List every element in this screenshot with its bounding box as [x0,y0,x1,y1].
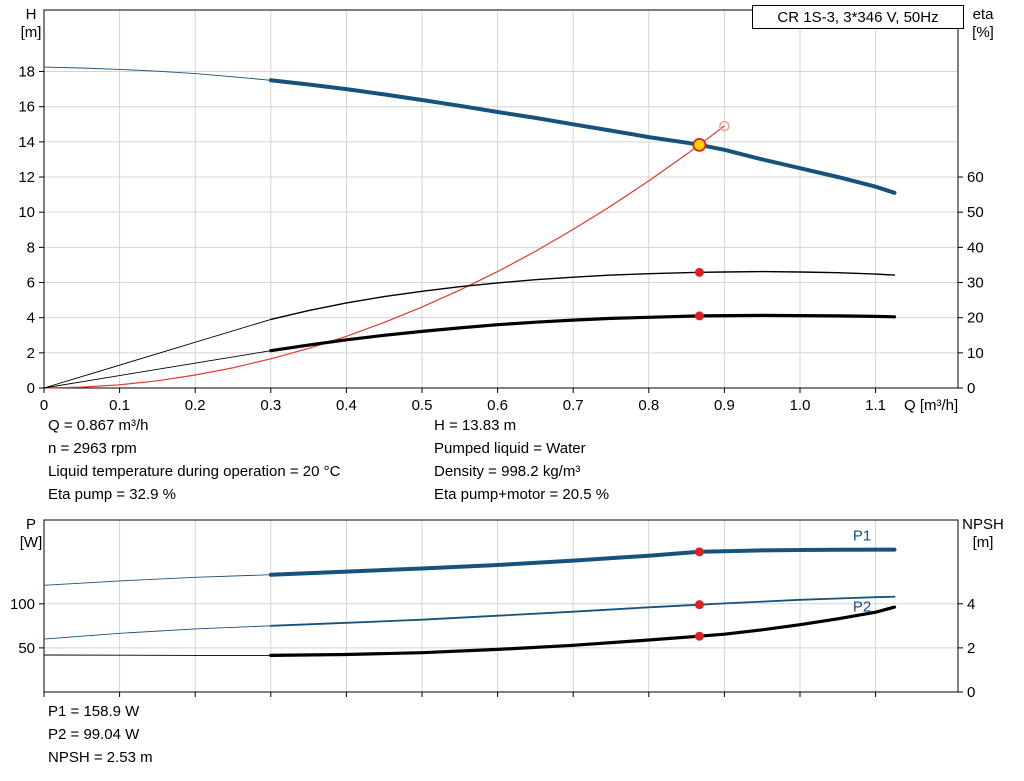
x-tick-label: 0.8 [638,397,659,414]
x-axis-title: Q [m³/h] [904,397,958,414]
y-left-tick-label: 100 [10,596,35,613]
duty-flow-text: Q = 0.867 m³/h [48,417,149,434]
pump-model-title: CR 1S-3, 3*346 V, 50Hz [752,5,964,29]
x-tick-label: 0 [40,397,48,414]
curve-label-p2: P2 [853,599,871,616]
x-tick-label: 0.5 [412,397,433,414]
p1-curve [268,547,897,577]
eta-pump-motor-curve-lead [43,350,271,389]
x-tick-label: 0.6 [487,397,508,414]
density-text: Density = 998.2 kg/m³ [434,463,581,480]
npsh-value-text: NPSH = 2.53 m [48,749,153,766]
system-curve [43,125,725,389]
y-left-tick-label: 14 [18,134,35,151]
x-tick-label: 0.7 [563,397,584,414]
y-right-tick-label: 30 [967,275,984,292]
y-right-axis-title: [%] [972,24,994,41]
eta-pump-motor-text: Eta pump+motor = 20.5 % [434,486,610,503]
eta-pump-duty-dot [694,267,704,277]
y-right-axis-title: eta [973,6,995,23]
eta-pump-curve [270,270,896,321]
qh-curve-lead [43,66,271,81]
duty-point [692,137,707,152]
y-left-tick-label: 10 [18,204,35,221]
y-left-tick-label: 4 [27,310,35,327]
x-tick-label: 1.0 [790,397,811,414]
x-tick-label: 0.3 [260,397,281,414]
y-left-tick-label: 8 [27,239,35,256]
y-right-tick-label: 50 [967,204,984,221]
x-tick-label: 0.1 [109,397,130,414]
y-right-tick-label: 2 [967,640,975,657]
y-right-tick-label: 0 [967,684,975,701]
eta-pump-text: Eta pump = 32.9 % [48,486,176,503]
plot-frame [43,9,959,389]
x-tick-label: 1.1 [865,397,886,414]
eta-pump-motor-curve [269,313,897,353]
p2-curve [269,595,896,627]
y-right-tick-label: 20 [967,310,984,327]
p2-duty-dot [694,600,704,610]
y-left-axis-title: H [26,6,37,23]
curve-label-p1: P1 [853,527,871,544]
x-tick-label: 0.9 [714,397,735,414]
speed-text: n = 2963 rpm [48,440,137,457]
y-left-axis-title: [m] [21,24,42,41]
y-left-tick-label: 50 [18,640,35,657]
y-left-tick-label: 18 [18,64,35,81]
x-tick-label: 0.4 [336,397,357,414]
liquid-temp-text: Liquid temperature during operation = 20… [48,463,341,480]
power-npsh-chart: 50 100 0 2 4 P[W] NPSH[m] P1 P2 [10,516,1004,701]
p2-curve-lead [43,625,271,640]
eta-pump-curve-lead [43,318,271,389]
y-left-axis-title: [W] [20,534,43,551]
y-left-tick-label: 16 [18,99,35,116]
p1-curve-lead [43,574,271,586]
qh-chart: 0 0.1 0.2 0.3 0.4 0.5 0.6 0.7 0.8 0.9 1.0 1.1 0 2 4 6 8 1… [18,6,994,414]
eta-pump-motor-duty-dot [694,311,704,321]
y-right-tick-label: 0 [967,380,975,397]
y-left-axis-title: P [26,516,36,533]
pumped-liquid-text: Pumped liquid = Water [434,440,586,457]
npsh-duty-dot [694,631,704,641]
y-right-tick-label: 4 [967,596,975,613]
y-right-axis-title: NPSH [962,516,1004,533]
y-left-tick-label: 2 [27,345,35,362]
y-right-tick-label: 60 [967,169,984,186]
p1-duty-dot [694,547,704,557]
plot-frame [43,519,959,693]
rated-point-circle [719,120,730,132]
y-left-tick-label: 6 [27,275,35,292]
y-right-tick-label: 40 [967,239,984,256]
y-right-axis-title: [m] [973,534,994,551]
p2-value-text: P2 = 99.04 W [48,726,140,743]
qh-curve [268,78,897,195]
p1-value-text: P1 = 158.9 W [48,703,140,720]
y-left-tick-label: 12 [18,169,35,186]
y-left-tick-label: 0 [27,380,35,397]
x-tick-label: 0.2 [185,397,206,414]
duty-head-text: H = 13.83 m [434,417,517,434]
y-right-tick-label: 10 [967,345,984,362]
